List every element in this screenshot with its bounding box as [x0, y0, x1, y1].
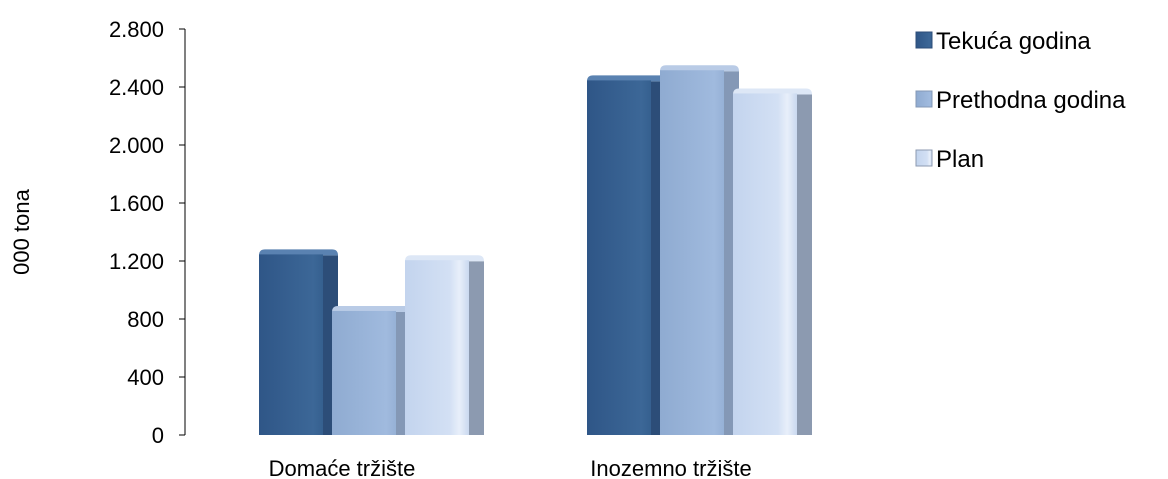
y-tick-label: 800: [127, 307, 164, 332]
bar-front: [660, 70, 724, 435]
bar: [660, 65, 739, 435]
bar-top: [660, 65, 739, 72]
legend-swatch: [915, 31, 933, 49]
y-tick-label: 2.800: [109, 17, 164, 42]
y-tick-label: 2.400: [109, 75, 164, 100]
legend: Tekuća godina Prethodna godina Plan: [915, 28, 1126, 173]
y-tick-label: 1.200: [109, 249, 164, 274]
bar-top: [332, 305, 411, 312]
legend-swatch: [915, 149, 933, 167]
category-labels: Domaće tržište Inozemno tržište: [269, 456, 752, 479]
bar: [405, 255, 484, 435]
bar: [587, 75, 666, 436]
legend-item: Tekuća godina: [915, 28, 1091, 55]
legend-label: Prethodna godina: [936, 87, 1126, 114]
bar-front: [733, 93, 797, 435]
bar-front: [587, 80, 651, 436]
bar-top: [259, 249, 338, 256]
y-tick-label: 1.600: [109, 191, 164, 216]
y-axis: 0 400 800 1.200 1.600 2.000 2.400 2.800: [109, 17, 186, 448]
legend-label: Plan: [936, 146, 984, 173]
legend-item: Prethodna godina: [915, 87, 1126, 114]
bar-front: [259, 254, 323, 435]
legend-swatch: [915, 90, 933, 108]
bar-top: [405, 255, 484, 262]
bar-side: [797, 94, 812, 435]
bar-top: [587, 75, 666, 82]
y-tick-label: 400: [127, 365, 164, 390]
y-tick-label: 0: [152, 423, 164, 448]
x-category-label: Domaće tržište: [269, 456, 416, 479]
bar: [733, 88, 812, 435]
bar-front: [332, 310, 396, 435]
bar: [259, 249, 338, 435]
x-category-label: Inozemno tržište: [590, 456, 751, 479]
bar: [332, 305, 411, 435]
y-tick-label: 2.000: [109, 133, 164, 158]
legend-item: Plan: [915, 146, 984, 173]
bars: [259, 65, 812, 436]
bar-front: [405, 260, 469, 435]
bar-top: [733, 88, 812, 95]
y-axis-title: 000 tona: [9, 188, 34, 274]
legend-label: Tekuća godina: [936, 28, 1091, 55]
bar-side: [469, 261, 484, 435]
